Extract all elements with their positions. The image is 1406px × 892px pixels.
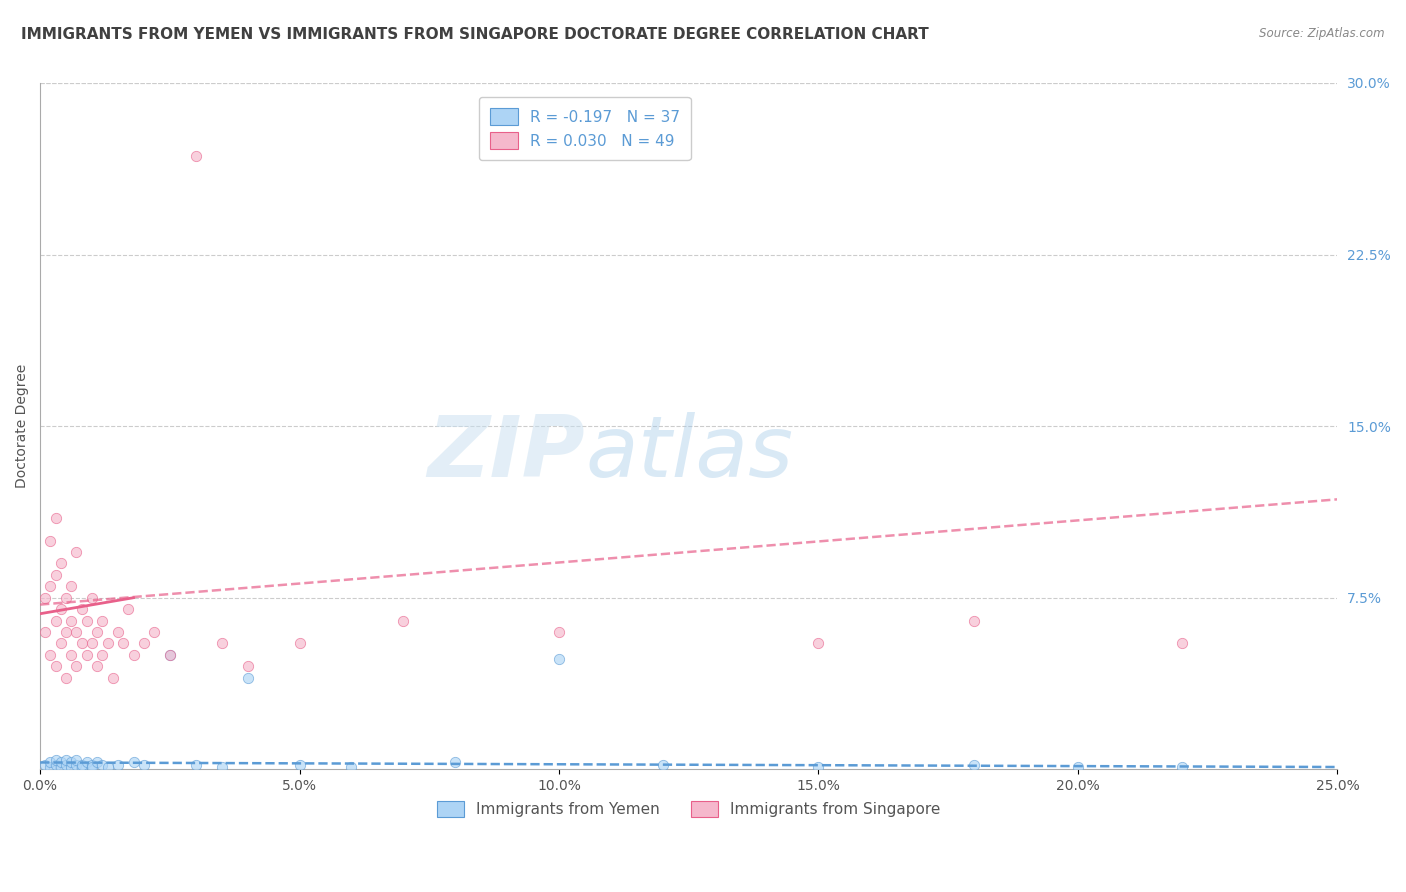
Point: [55, 757, 77, 772]
Point: [60, 579, 83, 593]
Point: [60, 756, 83, 770]
Point: [1067, 760, 1090, 774]
Point: [65, 545, 87, 559]
Point: [1170, 636, 1192, 650]
Text: atlas: atlas: [585, 412, 793, 495]
Point: [76, 648, 98, 662]
Point: [34, 591, 56, 605]
Point: [86, 659, 108, 673]
Point: [70, 760, 93, 774]
Text: IMMIGRANTS FROM YEMEN VS IMMIGRANTS FROM SINGAPORE DOCTORATE DEGREE CORRELATION : IMMIGRANTS FROM YEMEN VS IMMIGRANTS FROM…: [21, 27, 929, 42]
Point: [34, 625, 56, 640]
Point: [159, 648, 181, 662]
Point: [49, 760, 72, 774]
Point: [60, 648, 83, 662]
Point: [184, 757, 207, 772]
Point: [548, 652, 571, 666]
Point: [97, 760, 120, 774]
Point: [65, 659, 87, 673]
Point: [117, 602, 139, 616]
Point: [80, 760, 103, 774]
Point: [107, 625, 129, 640]
Point: [49, 636, 72, 650]
Point: [392, 614, 415, 628]
Point: [112, 636, 135, 650]
Point: [86, 625, 108, 640]
Point: [80, 757, 103, 772]
Point: [76, 614, 98, 628]
Point: [49, 557, 72, 571]
Point: [122, 648, 145, 662]
Point: [65, 625, 87, 640]
Point: [132, 636, 155, 650]
Point: [143, 625, 166, 640]
Point: [107, 757, 129, 772]
Point: [80, 636, 103, 650]
Point: [444, 756, 467, 770]
Point: [34, 757, 56, 772]
Point: [211, 636, 233, 650]
Point: [122, 756, 145, 770]
Point: [132, 757, 155, 772]
Y-axis label: Doctorate Degree: Doctorate Degree: [15, 364, 30, 488]
Point: [91, 648, 114, 662]
Point: [211, 760, 233, 774]
Point: [963, 757, 986, 772]
Point: [49, 756, 72, 770]
Point: [97, 636, 120, 650]
Point: [70, 602, 93, 616]
Point: [39, 760, 62, 774]
Point: [70, 757, 93, 772]
Point: [76, 756, 98, 770]
Point: [55, 591, 77, 605]
Point: [55, 753, 77, 767]
Point: [101, 671, 124, 685]
Point: [80, 591, 103, 605]
Point: [60, 760, 83, 774]
Point: [340, 760, 363, 774]
Legend: Immigrants from Yemen, Immigrants from Singapore: Immigrants from Yemen, Immigrants from S…: [430, 795, 946, 823]
Point: [651, 757, 673, 772]
Point: [45, 510, 67, 524]
Point: [45, 659, 67, 673]
Point: [45, 614, 67, 628]
Point: [86, 756, 108, 770]
Point: [91, 614, 114, 628]
Point: [60, 614, 83, 628]
Text: Source: ZipAtlas.com: Source: ZipAtlas.com: [1260, 27, 1385, 40]
Point: [236, 671, 259, 685]
Point: [184, 149, 207, 163]
Text: ZIP: ZIP: [427, 412, 585, 495]
Point: [39, 533, 62, 548]
Point: [39, 648, 62, 662]
Point: [1170, 760, 1192, 774]
Point: [91, 757, 114, 772]
Point: [45, 757, 67, 772]
Point: [70, 636, 93, 650]
Point: [39, 579, 62, 593]
Point: [65, 757, 87, 772]
Point: [39, 756, 62, 770]
Point: [548, 625, 571, 640]
Point: [288, 757, 311, 772]
Point: [159, 648, 181, 662]
Point: [65, 753, 87, 767]
Point: [45, 567, 67, 582]
Point: [807, 636, 830, 650]
Point: [49, 602, 72, 616]
Point: [807, 760, 830, 774]
Point: [963, 614, 986, 628]
Point: [288, 636, 311, 650]
Point: [45, 753, 67, 767]
Point: [236, 659, 259, 673]
Point: [55, 671, 77, 685]
Point: [55, 625, 77, 640]
